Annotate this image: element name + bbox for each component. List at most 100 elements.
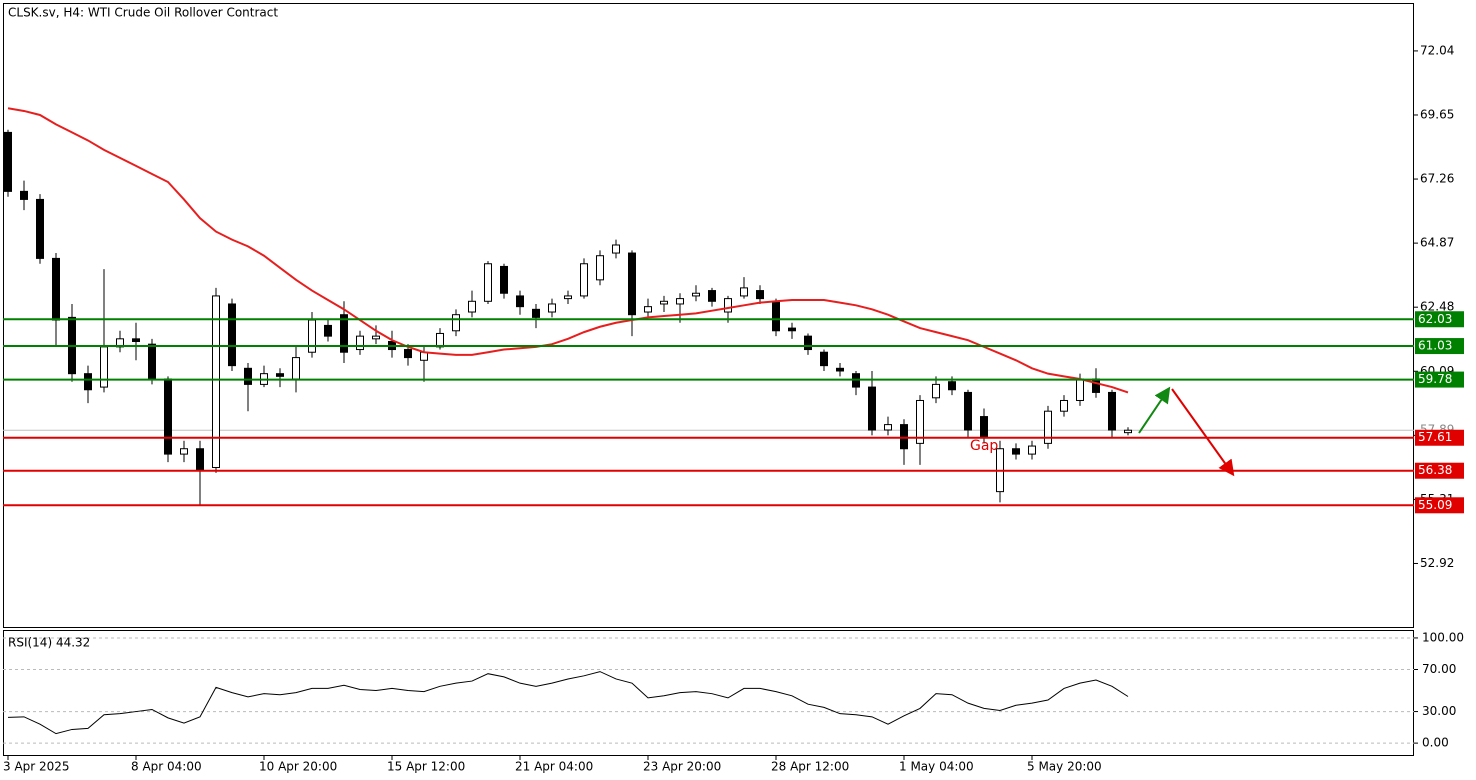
candle-body [228,303,236,367]
y-tick-label: 0.00 [1422,736,1449,750]
candle-body [324,324,332,337]
candle-body [660,300,668,305]
candle-body [196,448,204,471]
candle-body [564,295,572,300]
candle-body [612,244,620,254]
candle-body [788,327,796,332]
candle-body [404,349,412,359]
level-label-box [1415,497,1464,514]
candle-body [356,335,364,351]
level-label: 56.38 [1418,463,1452,477]
rsi-line [7,671,1129,735]
y-tick-label: 62.48 [1420,300,1454,314]
x-tick-label: 1 May 04:00 [899,760,974,774]
level-label: 55.09 [1418,498,1452,512]
candle-body [308,319,316,353]
level-label-box [1415,371,1464,388]
x-tick-label: 23 Apr 20:00 [643,760,721,774]
candle-body [276,373,284,377]
candle-body [1076,378,1084,401]
candle-body [36,198,44,259]
candle-body [1092,378,1100,393]
candle-body [1012,448,1020,455]
candle-body [532,308,540,318]
up-arrow [1138,386,1171,434]
candle-body [292,357,300,380]
chart-title: CLSK.sv, H4: WTI Crude Oil Rollover Cont… [8,6,278,20]
level-label-box [1415,462,1464,479]
y-tick-label: 70.00 [1422,662,1456,676]
candle-body [452,314,460,332]
down-arrow [1171,388,1235,477]
level-label: 59.78 [1418,372,1452,386]
level-label-box [1415,338,1464,355]
candle-body [708,290,716,302]
y-tick-label: 100.00 [1422,630,1464,644]
candle-body [52,257,60,321]
candle-body [164,378,172,455]
candle-body [836,367,844,372]
candle-body [100,346,108,388]
candle-body [1124,429,1132,434]
candle-body [916,399,924,444]
y-tick-label: 52.92 [1420,556,1454,570]
candle-body [948,381,956,391]
candle-body [516,295,524,308]
candle-body [84,373,92,391]
y-tick-label: 67.26 [1420,172,1454,186]
x-tick-label: 5 May 20:00 [1027,760,1102,774]
candle-body [148,343,156,380]
candle-body [692,292,700,297]
moving-average [7,107,1129,394]
y-tick-label: 64.87 [1420,236,1454,250]
candle-body [964,391,972,431]
candle-body [756,290,764,300]
x-tick-label: 3 Apr 2025 [3,760,70,774]
candle-body [1108,391,1116,431]
candle-body [804,335,812,351]
price-panel [3,3,1414,628]
candle-body [820,351,828,367]
candle-body [372,335,380,340]
candle-body [1060,399,1068,412]
candle-body [212,295,220,468]
x-tick-label: 21 Apr 04:00 [515,760,593,774]
candle-body [484,263,492,302]
candle-body [628,252,636,316]
candle-body [740,287,748,297]
level-label: 61.03 [1418,339,1452,353]
candle-body [596,255,604,281]
candle-body [1028,445,1036,455]
candle-body [644,306,652,313]
rsi-panel [3,630,1414,756]
candle-body [132,338,140,343]
candle-body [4,131,12,192]
level-label-box [1415,311,1464,328]
level-label: 62.03 [1418,312,1452,326]
y-tick-label: 69.65 [1420,107,1454,121]
gap-annotation: Gap [970,438,998,454]
candle-body [884,424,892,431]
candle-body [468,300,476,313]
x-tick-label: 8 Apr 04:00 [131,760,202,774]
candle-body [436,332,444,348]
candle-body [580,263,588,297]
level-label: 57.61 [1418,430,1452,444]
level-label-box [1415,429,1464,446]
candle-body [932,383,940,399]
candle-body [868,386,876,431]
candle-body [724,298,732,313]
candle-body [772,300,780,332]
candle-body [180,448,188,455]
x-tick-label: 15 Apr 12:00 [387,760,465,774]
candle-body [244,367,252,385]
rsi-title: RSI(14) 44.32 [8,636,90,650]
x-tick-label: 10 Apr 20:00 [259,760,337,774]
x-tick-label: 28 Apr 12:00 [771,760,849,774]
candle-body [980,416,988,439]
candle-body [20,190,28,200]
candle-body [1044,410,1052,444]
candle-body [676,298,684,305]
